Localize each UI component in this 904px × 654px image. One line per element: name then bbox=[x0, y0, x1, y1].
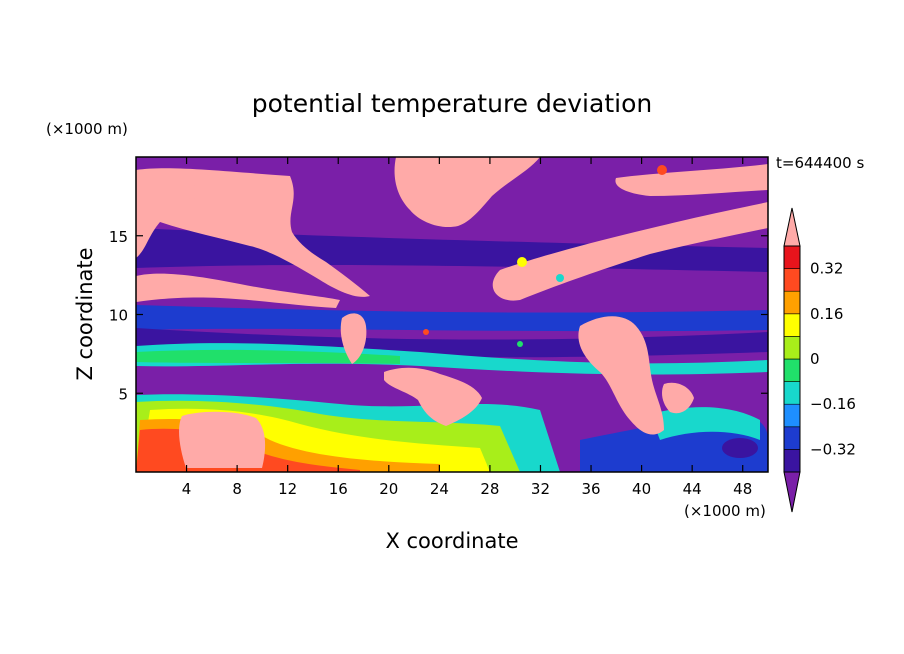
colorbar-bin bbox=[783, 336, 801, 360]
field-pink-mid-blob bbox=[340, 313, 367, 364]
field-pink-left-streak bbox=[136, 273, 340, 308]
y-tick-label: 15 bbox=[109, 228, 128, 246]
field-cool-blob bbox=[722, 438, 758, 458]
colorbar-bin bbox=[783, 358, 801, 382]
y-tick-label: 5 bbox=[118, 385, 128, 403]
x-tick-label: 44 bbox=[683, 480, 702, 498]
field-pink-top-left bbox=[136, 168, 370, 297]
field-pink-lower-center bbox=[384, 367, 482, 426]
colorbar-bin bbox=[783, 426, 801, 450]
x-axis: 4 8 12 16 20 24 28 32 36 40 44 48 bbox=[182, 157, 752, 498]
colorbar-bin bbox=[783, 403, 801, 428]
field-speckle bbox=[185, 185, 199, 199]
colorbar-tick-label: 0.16 bbox=[810, 305, 843, 323]
field-warm-blob-pink bbox=[179, 411, 266, 468]
x-tick-label: 36 bbox=[581, 480, 600, 498]
chart-title: potential temperature deviation bbox=[252, 89, 652, 118]
field-pink-top-right bbox=[615, 164, 768, 196]
colorbar-frame bbox=[783, 245, 801, 473]
field-pink-top-center bbox=[394, 157, 540, 228]
colorbar-tick-label: −0.16 bbox=[810, 395, 856, 413]
colorbar-bin bbox=[783, 290, 801, 315]
field-speckle bbox=[517, 257, 527, 267]
x-axis-label: X coordinate bbox=[385, 529, 518, 553]
field-speckle bbox=[657, 165, 667, 175]
field-speckle bbox=[517, 341, 523, 347]
x-tick-label: 20 bbox=[379, 480, 398, 498]
x-tick-label: 12 bbox=[278, 480, 297, 498]
y-axis-label: Z coordinate bbox=[73, 247, 97, 380]
colorbar-extend-max bbox=[783, 207, 801, 247]
x-tick-label: 8 bbox=[232, 480, 242, 498]
field-speckle bbox=[423, 329, 429, 335]
time-label: t=644400 s bbox=[776, 154, 864, 172]
field-cool-region-right-cyan bbox=[650, 407, 760, 440]
y-unit-label: (×1000 m) bbox=[46, 120, 128, 138]
colorbar-bin bbox=[783, 245, 801, 269]
field-band-green bbox=[136, 349, 400, 364]
x-tick-label: 32 bbox=[531, 480, 550, 498]
colorbar-tick-label: −0.32 bbox=[810, 440, 856, 458]
colorbar-bin bbox=[783, 381, 801, 405]
x-tick-label: 16 bbox=[329, 480, 348, 498]
field-speckle bbox=[556, 274, 564, 282]
field-pink-right-blob bbox=[578, 316, 664, 435]
colorbar-extend-min bbox=[783, 471, 801, 513]
x-tick-label: 24 bbox=[430, 480, 449, 498]
colorbar-bin bbox=[783, 268, 801, 292]
x-tick-label: 28 bbox=[480, 480, 499, 498]
x-tick-label: 4 bbox=[182, 480, 192, 498]
colorbar-bin bbox=[783, 449, 801, 473]
colorbar-bin bbox=[783, 313, 801, 337]
field-pink-right-lower bbox=[662, 382, 694, 414]
colorbar: 0.32 0.16 0 −0.16 −0.32 bbox=[783, 207, 856, 513]
colorbar-tick-label: 0 bbox=[810, 350, 820, 368]
y-axis: 5 10 15 bbox=[109, 228, 768, 403]
colorbar-tick-label: 0.32 bbox=[810, 260, 843, 278]
plot-area bbox=[136, 157, 768, 472]
x-tick-label: 40 bbox=[632, 480, 651, 498]
y-tick-label: 10 bbox=[109, 307, 128, 325]
x-tick-label: 48 bbox=[733, 480, 752, 498]
x-unit-label: (×1000 m) bbox=[684, 502, 766, 520]
